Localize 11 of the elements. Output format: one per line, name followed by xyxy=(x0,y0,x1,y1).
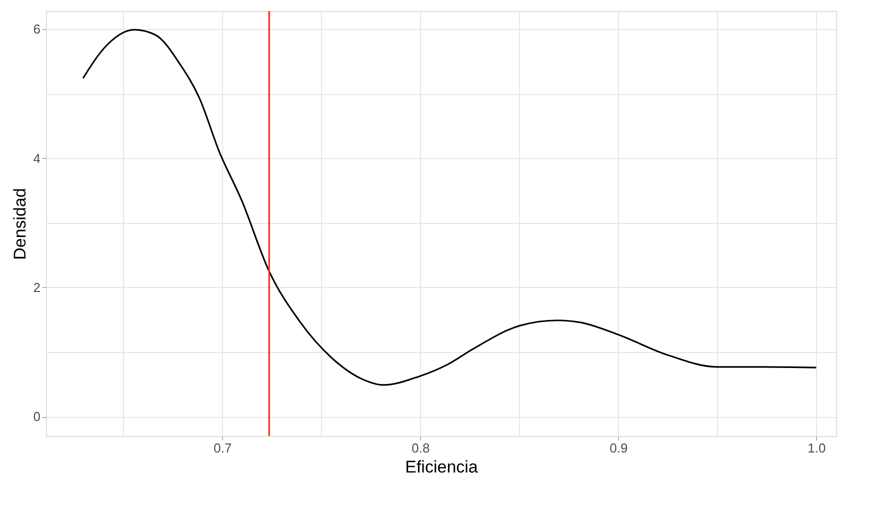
y-tick-label: 0 xyxy=(33,409,40,424)
y-tick-label: 6 xyxy=(33,22,40,37)
x-axis-title: Eficiencia xyxy=(405,458,478,476)
y-tick-label: 2 xyxy=(33,280,40,295)
x-tick-label: 0.8 xyxy=(412,440,430,456)
x-tick-label: 1.0 xyxy=(808,440,826,456)
y-tick-label: 4 xyxy=(33,150,40,166)
line-series xyxy=(82,28,817,386)
x-tick-label: 0.9 xyxy=(610,440,628,456)
y-axis-title: Densidad xyxy=(10,188,30,260)
x-tick-label: 0.7 xyxy=(214,440,232,456)
